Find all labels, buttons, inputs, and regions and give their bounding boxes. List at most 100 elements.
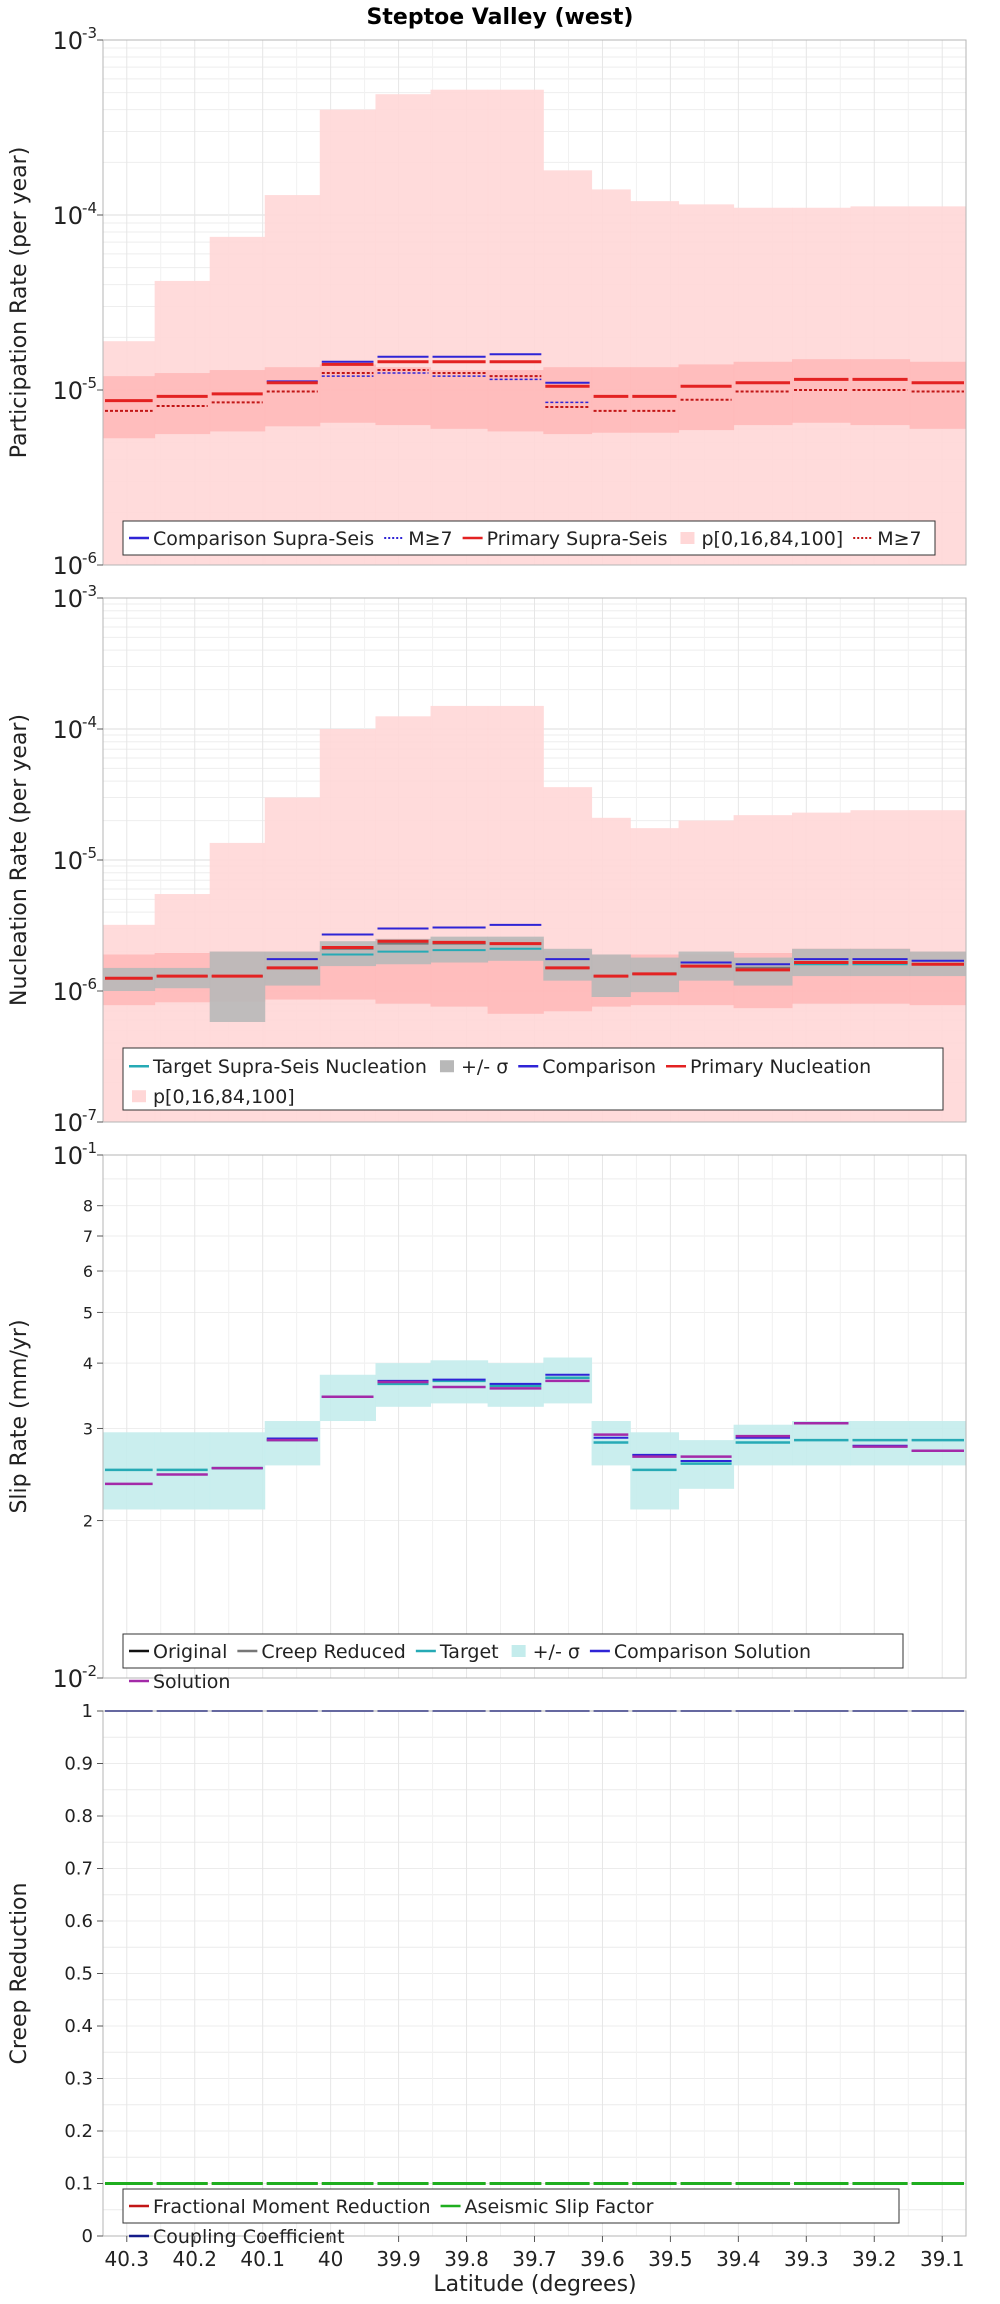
band-segment [591,367,631,433]
band-segment [733,361,793,426]
y-tick-label: 10 [52,847,83,875]
legend-entry: Comparison [518,1056,656,1078]
series-primary-nucleation [105,939,964,980]
x-tick-labels: 40.3 40.2 40.1 40 39.9 39.8 39.7 39.6 39.5 39.4 39… [105,2236,965,2271]
legend-swatch [511,1645,526,1657]
x-tick-label: 39.8 [444,2247,489,2271]
band-segment [909,1421,967,1466]
legend-label: Target Supra-Seis Nucleation [152,1056,427,1078]
legend-entry: Fractional Moment Reduction [129,2196,431,2218]
y-tick-label: 10 [52,1142,83,1170]
legend-entry: +/- σ [439,1056,508,1078]
y-axis-label: Slip Rate (mm/yr) [7,1319,32,1513]
y-tick-label: 10 [52,978,83,1006]
band-segment [543,948,593,981]
x-tick-label: 39.6 [580,2247,625,2271]
legend-entry: Primary Supra-Seis [462,528,667,550]
y-tick-label: 0 [82,2226,93,2247]
panel-creep: 0 0.1 0.2 0.3 0.4 0.5 0.6 0.7 0.8 0.9 1 Creep Reduc… [7,1701,967,2248]
y-tick-label: 10 [52,1109,83,1137]
y-tick-label: 1 [82,1701,93,1722]
band-segment [154,967,211,989]
y-tick-label: 0.7 [64,1859,93,1880]
x-tick-label: 40.2 [172,2247,217,2271]
band-segment [430,89,489,566]
band-segment [733,957,793,986]
band-segment [209,370,266,432]
x-tick-label: 39.1 [920,2247,965,2271]
legend-entry: Comparison Solution [589,1641,811,1663]
y-tick-labels: 10-710-610-510-410-3 [52,582,103,1137]
legend-label: p[0,16,84,100] [153,1086,295,1108]
y-tick-labels: 0 0.1 0.2 0.3 0.4 0.5 0.6 0.7 0.8 0.9 1 [64,1701,103,2247]
legend: Original Creep Reduced Target +/- σ Comparis… [122,1633,904,1693]
series-group [103,1357,967,1510]
y-tick-label: 5 [83,1303,93,1322]
y-tick-label: 4 [83,1354,93,1373]
legend-entry: Target Supra-Seis Nucleation [129,1056,427,1078]
chart-title: Steptoe Valley (west) [367,5,634,30]
legend-entry: p[0,16,84,100] [132,1086,295,1108]
legend-label: Comparison Solution [614,1641,811,1663]
legend-entry: Aseismic Slip Factor [440,2196,654,2218]
series-group [103,89,967,566]
series-comparison [266,923,964,966]
y-tick-label: 0.8 [64,1806,93,1827]
y-tick-label: 10 [52,202,83,230]
y-tick-exponent: -6 [82,975,97,993]
x-tick-label: 39.3 [784,2247,829,2271]
y-tick-label: 10 [52,585,83,613]
legend-swatch [439,1060,454,1073]
band-segment [678,364,735,431]
y-tick-label: 10 [52,27,83,55]
y-tick-label: 3 [83,1419,93,1438]
legend-entry: Target [415,1641,499,1663]
band-segment [850,359,911,426]
y-tick-exponent: -7 [82,1106,97,1124]
y-tick-label: 10 [52,377,83,405]
legend: Comparison Supra-Seis M≥7 Primary Supra-Se… [122,520,936,556]
series-m-7 [321,372,590,404]
y-tick-exponent: -4 [82,713,97,731]
y-tick-label: 10 [52,1665,83,1693]
series-m-7 [105,369,964,412]
y-tick-label: 0.6 [64,1911,93,1932]
y-tick-label: 10 [52,716,83,744]
legend-entry: Original [129,1641,227,1663]
band-segment [375,367,432,426]
x-tick-label: 39.2 [852,2247,897,2271]
gridlines [103,1710,966,2237]
legend-label: Comparison Supra-Seis [153,528,374,550]
legend-entry: M≥7 [384,528,453,550]
band-segment [733,1424,793,1466]
legend-label: M≥7 [877,528,921,550]
legend-label: Coupling Coefficient [153,2226,345,2248]
plot-frame [102,1154,967,1679]
legend-entry: p[0,16,84,100] [680,528,843,550]
legend-label: Comparison [542,1056,656,1078]
y-tick-label: 6 [83,1262,93,1281]
legend-label: +/- σ [533,1641,580,1663]
y-tick-exponent: -5 [82,844,97,862]
y-tick-exponent: -3 [82,24,97,42]
x-tick-label: 39.7 [512,2247,557,2271]
legend-label: Original [153,1641,227,1663]
legend-frame [122,520,936,556]
y-tick-exponent: -6 [82,549,97,567]
band-segment [487,89,544,566]
legend-entry: M≥7 [853,528,922,550]
legend-frame [122,2188,900,2224]
legend-label: M≥7 [408,528,452,550]
band-segment [430,370,489,429]
legend-label: +/- σ [461,1056,508,1078]
y-tick-label: 0.2 [64,2121,93,2142]
band-segment [264,367,321,427]
legend-label: Target [439,1641,499,1663]
y-tick-exponent: -5 [82,374,97,392]
legend-entry: Primary Nucleation [666,1056,871,1078]
legend: Target Supra-Seis Nucleation +/- σ Compari… [122,1047,944,1111]
y-axis-label: Nucleation Rate (per year) [7,714,32,1006]
legend-label: Primary Nucleation [690,1056,871,1078]
